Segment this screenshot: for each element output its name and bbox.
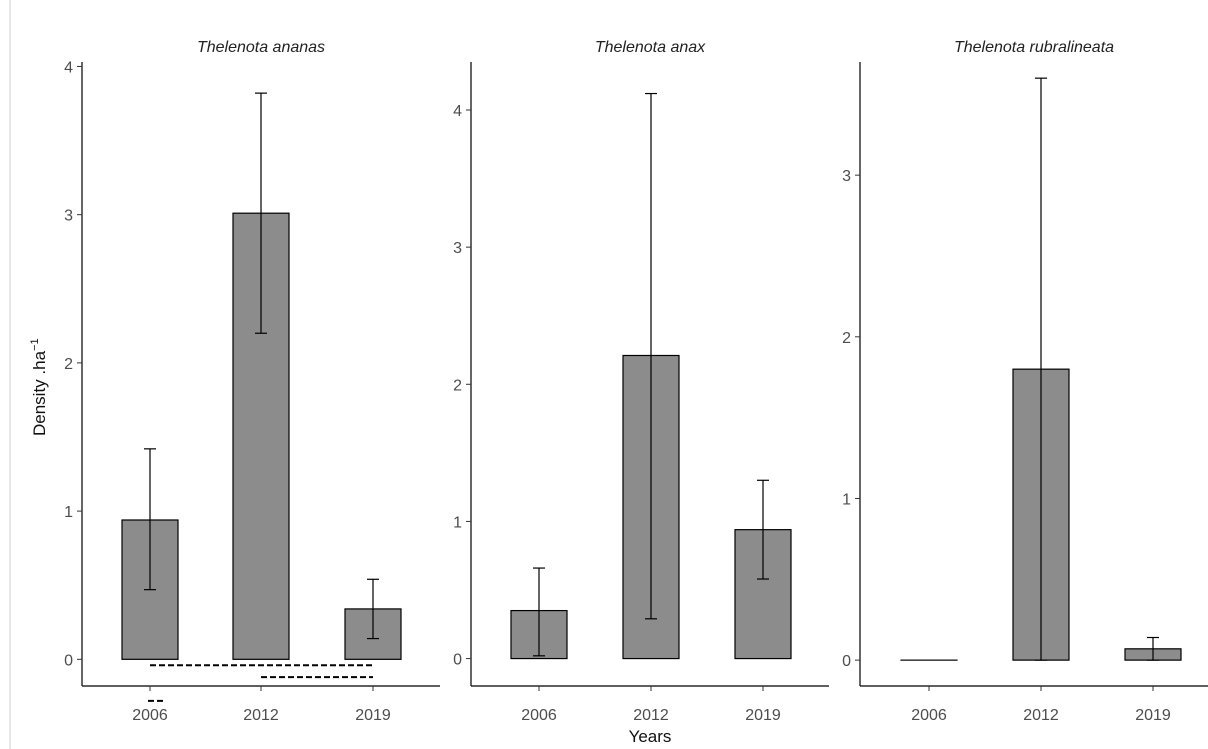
panel-1: Thelenota ananas 0 1 2 3 4 2006 2012 2019 <box>64 39 440 724</box>
y-tick-label: 3 <box>64 208 73 225</box>
y-axis-title-text: Density .ha <box>30 350 49 436</box>
x-tick-label: 2012 <box>633 707 669 724</box>
y-tick-label: 0 <box>453 652 462 669</box>
x-tick-label: 2006 <box>132 707 168 724</box>
panel-title: Thelenota rubralineata <box>954 39 1114 56</box>
y-tick-label: 0 <box>842 653 851 670</box>
panel-2: Thelenota anax 0 1 2 3 4 2006 2012 2019 <box>453 39 829 724</box>
y-tick-label: 1 <box>453 514 462 531</box>
y-tick-label: 3 <box>842 168 851 185</box>
y-tick-label: 2 <box>842 330 851 347</box>
x-axis-title: Years <box>629 727 672 746</box>
y-tick-label: 4 <box>64 59 73 76</box>
x-tick-label: 2019 <box>355 707 391 724</box>
y-tick-label: 2 <box>64 356 73 373</box>
panel-3: Thelenota rubralineata 0 1 2 3 2006 2012 2019 <box>842 39 1208 724</box>
y-tick-label: 1 <box>64 504 73 521</box>
y-tick-label: 0 <box>64 652 73 669</box>
y-tick-label: 1 <box>842 491 851 508</box>
x-tick-label: 2012 <box>243 707 279 724</box>
y-tick-label: 4 <box>453 103 462 120</box>
y-tick-label: 2 <box>453 377 462 394</box>
x-tick-label: 2019 <box>1135 707 1171 724</box>
y-tick-label: 3 <box>453 240 462 257</box>
x-tick-label: 2006 <box>521 707 557 724</box>
x-tick-label: 2006 <box>911 707 947 724</box>
x-tick-label: 2019 <box>745 707 781 724</box>
y-axis-title: Density .ha−1 <box>29 338 49 436</box>
x-tick-label: 2012 <box>1023 707 1059 724</box>
panel-title: Thelenota anax <box>595 39 706 56</box>
panel-title: Thelenota ananas <box>197 39 325 56</box>
y-axis-title-superscript: −1 <box>29 338 41 351</box>
